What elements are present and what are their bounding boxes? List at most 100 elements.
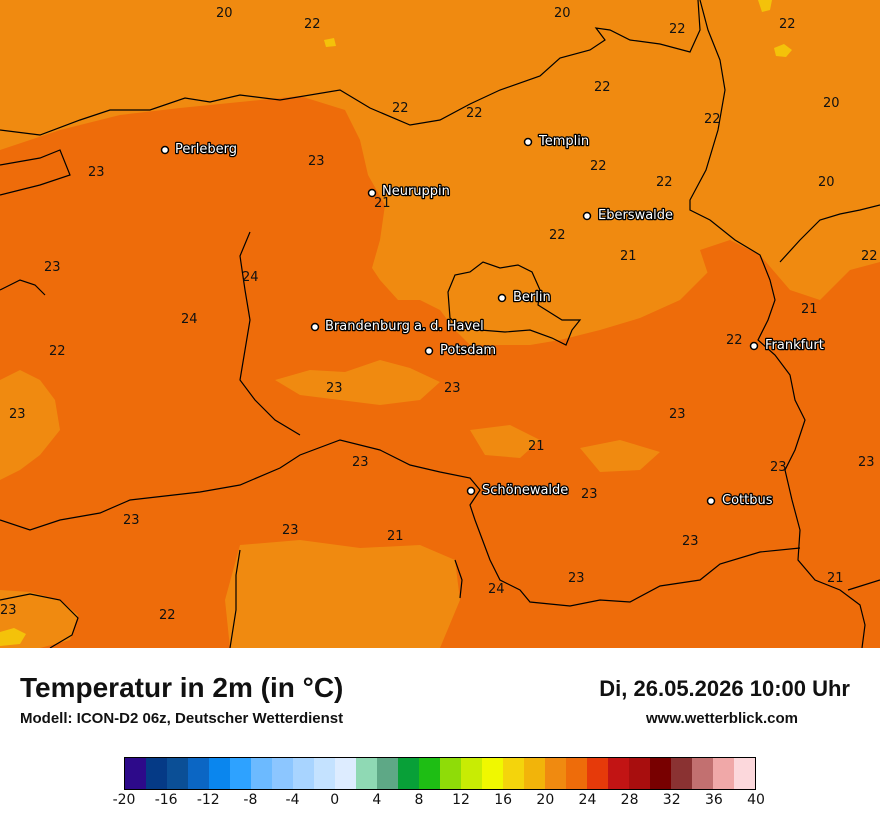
- city-dot-frankfurt: [749, 341, 759, 351]
- value-label: 22: [704, 112, 721, 127]
- legend-swatch: [503, 758, 524, 789]
- value-label: 23: [123, 513, 140, 528]
- border-east-2: [779, 204, 880, 263]
- value-label: 22: [779, 17, 796, 32]
- city-markers: Perleberg Templin Neuruppin Eberswalde B…: [160, 133, 825, 509]
- temp-patch-yellow-2: [774, 44, 792, 57]
- temp-patch-1: [0, 370, 60, 480]
- legend-tick-label: 40: [747, 792, 765, 808]
- city-label-eberswalde: Eberswalde: [598, 208, 673, 223]
- legend-swatch: [524, 758, 545, 789]
- value-label: 24: [181, 312, 198, 327]
- border-south: [0, 439, 801, 607]
- temperature-map: Perleberg Templin Neuruppin Eberswalde B…: [0, 0, 880, 648]
- legend-swatch: [713, 758, 734, 789]
- legend-swatch: [671, 758, 692, 789]
- value-label: 21: [827, 571, 844, 586]
- value-label: 22: [669, 22, 686, 37]
- legend-tick-label: 16: [494, 792, 513, 808]
- value-label: 23: [858, 455, 875, 470]
- color-legend-ticks: -20 -16 -12 -8 -4 0 4 8 12 16 20 24 28 32 36 40: [113, 792, 765, 822]
- value-label: 21: [374, 196, 391, 211]
- value-label: 23: [44, 260, 61, 275]
- legend-swatch: [335, 758, 356, 789]
- value-label: 20: [823, 96, 840, 111]
- legend-swatch: [566, 758, 587, 789]
- value-label: 20: [818, 175, 835, 190]
- city-dot-potsdam: [424, 346, 434, 356]
- border-south-2: [229, 549, 241, 648]
- legend-tick-label: 24: [578, 792, 597, 808]
- legend-tick-label: 12: [452, 792, 470, 808]
- legend-tick-label: -8: [243, 792, 258, 808]
- legend-tick-label: 32: [662, 792, 681, 808]
- legend-swatch: [230, 758, 251, 789]
- legend-swatch: [251, 758, 272, 789]
- city-dot-schoenewalde: [466, 486, 476, 496]
- legend-tick-label: 36: [704, 792, 723, 808]
- value-label: 22: [304, 17, 321, 32]
- temp-patch-yellow-1: [0, 628, 26, 646]
- legend-tick-label: 8: [414, 792, 424, 808]
- value-label: 20: [554, 6, 571, 21]
- legend-tick-label: 0: [330, 792, 340, 808]
- city-label-brandenburg: Brandenburg a. d. Havel: [325, 319, 484, 334]
- legend-swatch: [209, 758, 230, 789]
- city-dot-perleberg: [160, 145, 170, 155]
- value-label: 22: [466, 106, 483, 121]
- value-label: 22: [594, 80, 611, 95]
- legend-tick-label: 20: [536, 792, 555, 808]
- value-label: 20: [216, 6, 233, 21]
- value-label: 21: [801, 302, 818, 317]
- temp-area-west: [0, 96, 880, 648]
- value-label: 23: [9, 407, 26, 422]
- border-east-3: [847, 579, 880, 591]
- value-label: 23: [770, 460, 787, 475]
- border-brandenburg-west: [239, 231, 301, 436]
- value-label: 22: [49, 344, 66, 359]
- legend-swatch: [167, 758, 188, 789]
- legend-swatch: [629, 758, 650, 789]
- city-label-schoenewalde: Schönewalde: [482, 483, 568, 498]
- border-west-2: [0, 279, 46, 296]
- legend-tick-label: -12: [196, 792, 220, 808]
- value-label: 23: [669, 407, 686, 422]
- legend-swatch: [461, 758, 482, 789]
- value-labels: 20 22 20 22 22 22 22 20 22 22 22 23 23 2…: [0, 6, 878, 623]
- legend-swatch: [272, 758, 293, 789]
- temp-patch-yellow-3: [758, 0, 772, 12]
- region-borders: [0, 0, 880, 648]
- value-label: 23: [444, 381, 461, 396]
- border-poland: [689, 0, 866, 648]
- legend-swatch: [125, 758, 146, 789]
- border-north: [0, 0, 701, 136]
- legend-swatch: [650, 758, 671, 789]
- city-label-neuruppin: Neuruppin: [382, 184, 450, 199]
- website-link[interactable]: www.wetterblick.com: [646, 710, 798, 727]
- legend-tick-label: 4: [372, 792, 382, 808]
- temp-patch-5: [580, 440, 660, 472]
- color-legend: [124, 757, 756, 790]
- value-label: 22: [861, 249, 878, 264]
- value-label: 23: [308, 154, 325, 169]
- value-label: 23: [0, 603, 17, 618]
- legend-swatch: [419, 758, 440, 789]
- map-title: Temperatur in 2m (in °C): [20, 672, 344, 703]
- value-label: 22: [590, 159, 607, 174]
- border-west: [0, 149, 71, 196]
- city-dot-brandenburg: [310, 322, 320, 332]
- city-dot-templin: [523, 137, 533, 147]
- value-label: 24: [242, 270, 259, 285]
- legend-swatch: [314, 758, 335, 789]
- value-label: 24: [488, 582, 505, 597]
- legend-swatch: [146, 758, 167, 789]
- value-label: 23: [682, 534, 699, 549]
- city-dot-eberswalde: [582, 211, 592, 221]
- legend-tick-label: -16: [154, 792, 178, 808]
- city-dot-berlin: [497, 293, 507, 303]
- model-info: Modell: ICON-D2 06z, Deutscher Wetterdie…: [20, 710, 344, 727]
- legend-swatch: [482, 758, 503, 789]
- value-label: 21: [620, 249, 637, 264]
- value-label: 23: [581, 487, 598, 502]
- legend-tick-label: -4: [285, 792, 300, 808]
